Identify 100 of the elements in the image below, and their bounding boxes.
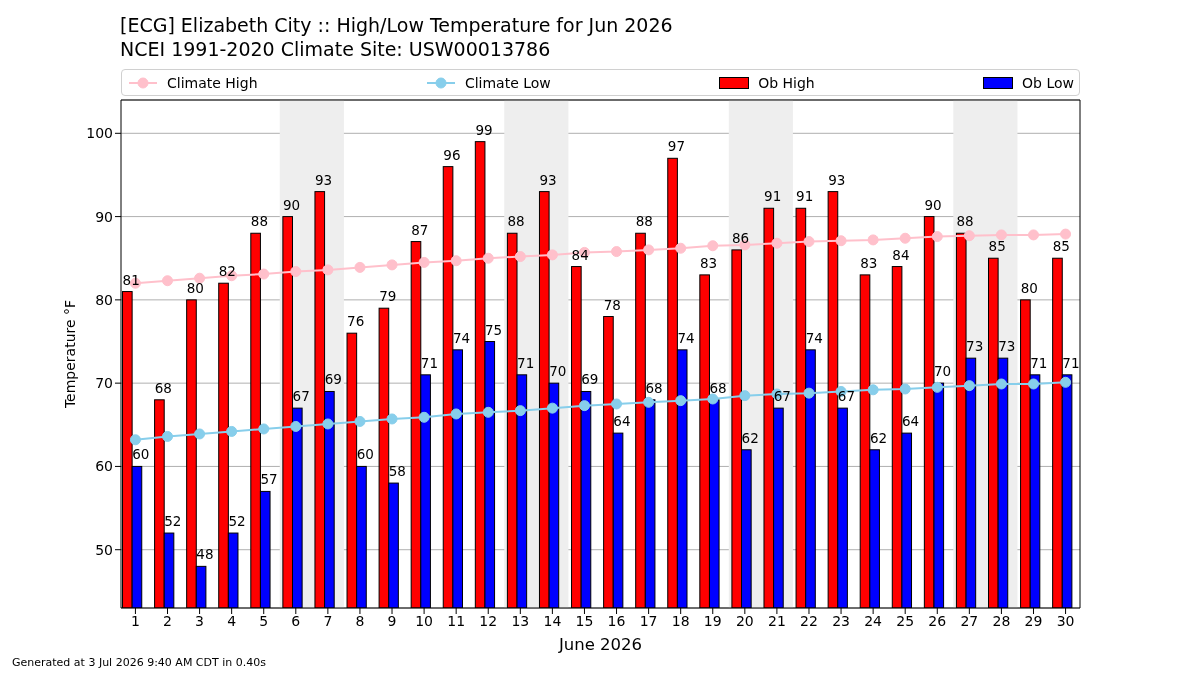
data-label: 81 <box>122 271 140 288</box>
data-label: 74 <box>452 329 471 346</box>
point <box>162 430 174 442</box>
x-tick-label: 23 <box>832 612 850 629</box>
x-tick-label: 22 <box>800 612 818 629</box>
point <box>1060 376 1072 388</box>
data-label: 84 <box>892 246 910 263</box>
point <box>643 396 655 408</box>
x-tick-label: 24 <box>864 612 883 629</box>
data-label: 87 <box>411 221 429 238</box>
point <box>803 387 815 399</box>
point <box>1027 229 1039 241</box>
data-label: 91 <box>764 188 782 205</box>
point <box>258 423 270 435</box>
point <box>514 251 526 263</box>
chart-subtitle: NCEI 1991-2020 Climate Site: USW00013786 <box>120 37 552 61</box>
data-label: 91 <box>796 188 814 205</box>
data-label: 73 <box>966 338 984 355</box>
data-label: 67 <box>292 388 310 405</box>
data-label: 64 <box>901 413 920 430</box>
x-tick-label: 30 <box>1056 612 1075 629</box>
data-label: 86 <box>731 229 750 246</box>
point <box>707 393 719 405</box>
data-label: 57 <box>260 471 278 488</box>
x-tick-label: 27 <box>960 612 979 629</box>
point <box>867 384 879 396</box>
point <box>418 256 430 268</box>
x-tick-label: 12 <box>479 612 498 629</box>
data-label: 62 <box>869 429 888 446</box>
x-tick-label: 10 <box>415 612 434 629</box>
x-tick-label: 20 <box>735 612 754 629</box>
data-label: 80 <box>186 279 204 296</box>
x-tick-label: 19 <box>703 612 722 629</box>
data-label: 58 <box>388 463 406 480</box>
x-tick-label: 16 <box>607 612 626 629</box>
y-tick-label: 90 <box>95 208 113 225</box>
data-label: 83 <box>699 254 718 271</box>
chart-title: [ECG] Elizabeth City :: High/Low Temperature for Jun 2026 <box>120 13 673 37</box>
x-tick-label: 25 <box>896 612 915 629</box>
data-label: 60 <box>132 446 150 463</box>
x-tick-label: 14 <box>543 612 562 629</box>
data-label: 69 <box>324 371 342 388</box>
data-label: 68 <box>645 379 663 396</box>
point <box>643 244 655 256</box>
point <box>322 264 334 276</box>
data-label: 96 <box>443 146 461 163</box>
point <box>1027 378 1039 390</box>
point <box>162 275 174 287</box>
data-label: 64 <box>613 413 631 430</box>
data-label: 67 <box>837 388 855 405</box>
y-tick-label: 80 <box>95 291 113 308</box>
x-tick-label: 11 <box>447 612 466 629</box>
data-label: 48 <box>196 546 214 563</box>
point <box>354 261 366 273</box>
x-tick-label: 1 <box>130 612 140 629</box>
data-label: 69 <box>581 371 599 388</box>
data-label: 67 <box>773 388 791 405</box>
data-label: 62 <box>741 429 759 446</box>
point <box>290 420 302 432</box>
data-label: 84 <box>571 246 589 263</box>
point <box>675 242 687 254</box>
point <box>899 383 911 395</box>
point <box>578 400 590 412</box>
data-label: 79 <box>379 288 397 305</box>
y-axis-title: Temperature °F <box>62 299 78 410</box>
x-tick-label: 9 <box>387 612 397 629</box>
data-label: 71 <box>420 354 439 371</box>
data-label: 99 <box>475 121 493 138</box>
point <box>482 252 494 264</box>
point <box>354 415 366 427</box>
data-label: 71 <box>1030 354 1048 371</box>
data-label: 52 <box>228 513 246 530</box>
y-tick-label: 50 <box>95 541 113 558</box>
point <box>386 413 398 425</box>
point <box>771 237 783 249</box>
point <box>450 255 462 267</box>
point <box>835 235 847 247</box>
data-label: 74 <box>677 329 695 346</box>
x-tick-label: 5 <box>259 612 269 629</box>
data-label: 73 <box>998 338 1016 355</box>
data-label: 71 <box>517 354 535 371</box>
point <box>450 408 462 420</box>
point <box>963 380 975 392</box>
x-tick-label: 18 <box>671 612 690 629</box>
point <box>899 232 911 244</box>
data-label: 83 <box>860 254 878 271</box>
data-label: 71 <box>1062 354 1080 371</box>
x-tick-label: 17 <box>639 612 658 629</box>
point <box>322 418 334 430</box>
data-label: 74 <box>805 329 823 346</box>
point <box>129 434 141 446</box>
legend-label: Climate Low <box>464 74 551 91</box>
data-label: 85 <box>1052 238 1070 255</box>
data-label: 76 <box>347 313 365 330</box>
point <box>194 428 206 440</box>
x-tick-label: 2 <box>163 612 172 629</box>
point <box>1060 228 1072 240</box>
x-tick-label: 28 <box>992 612 1011 629</box>
data-label: 78 <box>603 296 621 313</box>
point <box>803 236 815 248</box>
